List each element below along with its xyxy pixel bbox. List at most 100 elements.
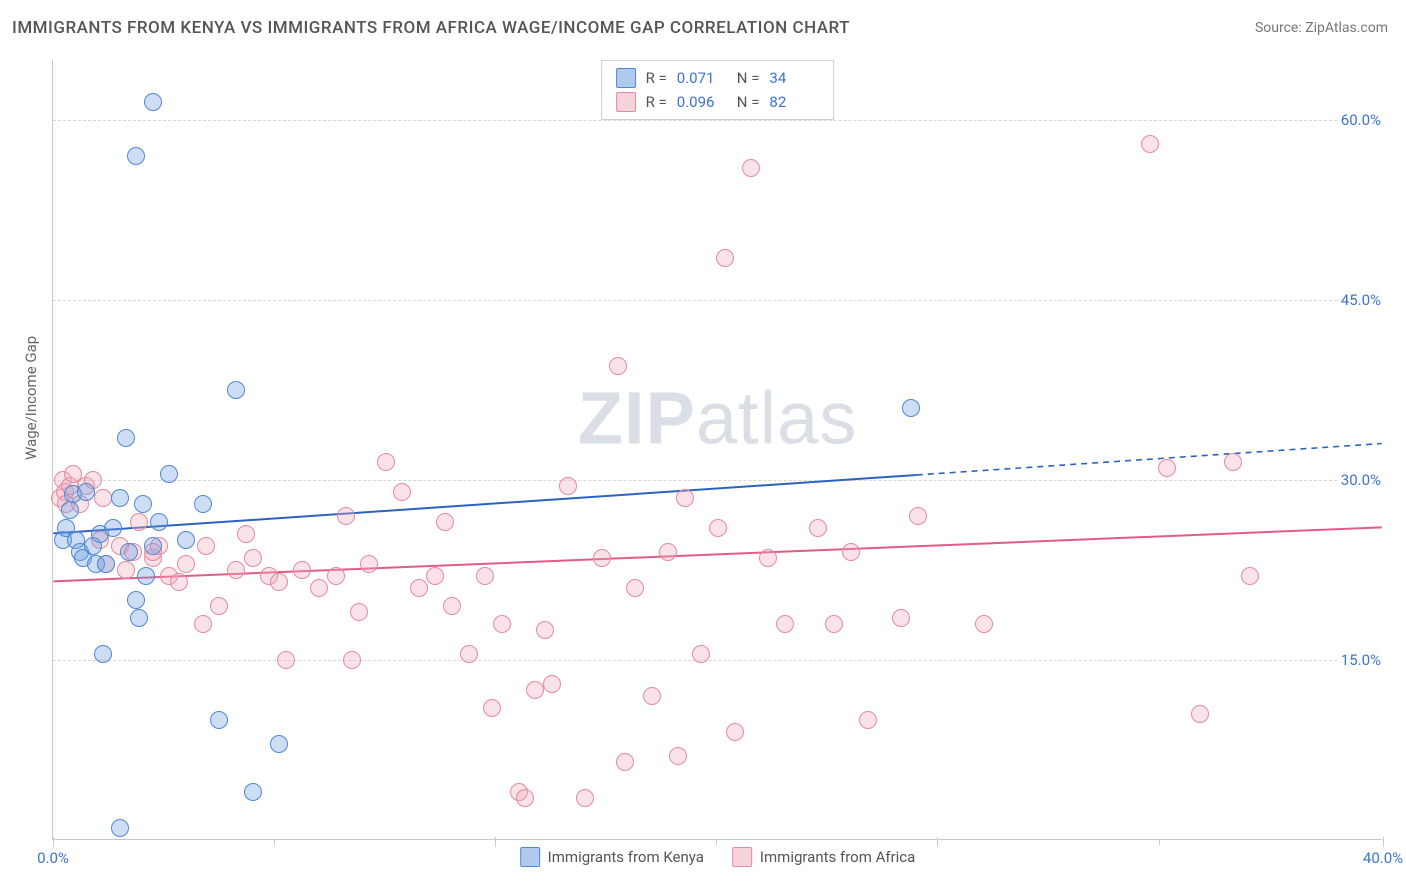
scatter-point-kenya xyxy=(210,711,228,729)
scatter-point-kenya xyxy=(127,591,145,609)
scatter-point-kenya xyxy=(150,513,168,531)
scatter-point-africa xyxy=(543,675,561,693)
scatter-point-africa xyxy=(716,249,734,267)
r-label: R = xyxy=(646,69,667,87)
y-tick-label: 45.0% xyxy=(1338,291,1384,309)
scatter-point-africa xyxy=(426,567,444,585)
legend-series: Immigrants from Kenya Immigrants from Af… xyxy=(520,847,916,867)
scatter-point-kenya xyxy=(77,483,95,501)
series-name-kenya: Immigrants from Kenya xyxy=(548,848,704,866)
swatch-africa xyxy=(732,847,752,867)
scatter-point-africa xyxy=(1191,705,1209,723)
scatter-point-africa xyxy=(360,555,378,573)
scatter-point-africa xyxy=(516,789,534,807)
scatter-point-africa xyxy=(692,645,710,663)
scatter-point-africa xyxy=(197,537,215,555)
scatter-point-africa xyxy=(210,597,228,615)
y-axis-label: Wage/Income Gap xyxy=(22,336,40,460)
legend-correlation: R = 0.071 N = 34 R = 0.096 N = 82 xyxy=(601,60,835,120)
scatter-point-africa xyxy=(593,549,611,567)
scatter-point-kenya xyxy=(120,543,138,561)
scatter-point-africa xyxy=(825,615,843,633)
n-value-kenya: 34 xyxy=(769,69,819,87)
scatter-point-africa xyxy=(350,603,368,621)
scatter-point-kenya xyxy=(137,567,155,585)
r-value-africa: 0.096 xyxy=(677,93,727,111)
x-minor-tick xyxy=(716,839,717,845)
scatter-point-africa xyxy=(609,357,627,375)
legend-item-africa: Immigrants from Africa xyxy=(732,847,915,867)
scatter-point-africa xyxy=(809,519,827,537)
scatter-point-kenya xyxy=(244,783,262,801)
scatter-point-africa xyxy=(742,159,760,177)
scatter-point-africa xyxy=(1224,453,1242,471)
scatter-point-africa xyxy=(643,687,661,705)
scatter-point-africa xyxy=(277,651,295,669)
scatter-point-africa xyxy=(536,621,554,639)
scatter-point-africa xyxy=(327,567,345,585)
scatter-point-kenya xyxy=(117,429,135,447)
legend-row-africa: R = 0.096 N = 82 xyxy=(616,90,820,114)
scatter-point-africa xyxy=(859,711,877,729)
x-tick-label: 40.0% xyxy=(1363,849,1403,867)
trend-line-kenya xyxy=(53,475,916,533)
n-value-africa: 82 xyxy=(769,93,819,111)
scatter-point-africa xyxy=(483,699,501,717)
scatter-point-africa xyxy=(526,681,544,699)
source-prefix: Source: xyxy=(1255,20,1305,36)
r-value-kenya: 0.071 xyxy=(677,69,727,87)
scatter-point-africa xyxy=(170,573,188,591)
legend-item-kenya: Immigrants from Kenya xyxy=(520,847,704,867)
x-tick xyxy=(1383,837,1384,847)
scatter-point-kenya xyxy=(97,555,115,573)
scatter-point-africa xyxy=(436,513,454,531)
n-label: N = xyxy=(737,69,760,87)
scatter-point-africa xyxy=(669,747,687,765)
swatch-kenya xyxy=(616,68,636,88)
scatter-point-africa xyxy=(726,723,744,741)
scatter-point-africa xyxy=(709,519,727,537)
scatter-point-africa xyxy=(676,489,694,507)
scatter-point-africa xyxy=(975,615,993,633)
scatter-point-kenya xyxy=(61,501,79,519)
series-name-africa: Immigrants from Africa xyxy=(760,848,915,866)
y-tick-label: 15.0% xyxy=(1338,651,1384,669)
scatter-point-africa xyxy=(776,615,794,633)
x-tick xyxy=(53,837,54,847)
scatter-point-africa xyxy=(759,549,777,567)
scatter-point-africa xyxy=(493,615,511,633)
scatter-point-africa xyxy=(377,453,395,471)
scatter-point-africa xyxy=(130,513,148,531)
scatter-point-africa xyxy=(443,597,461,615)
scatter-point-africa xyxy=(194,615,212,633)
scatter-point-africa xyxy=(410,579,428,597)
scatter-point-africa xyxy=(460,645,478,663)
x-minor-tick xyxy=(1159,839,1160,845)
scatter-point-kenya xyxy=(111,819,129,837)
scatter-point-africa xyxy=(310,579,328,597)
chart-title: IMMIGRANTS FROM KENYA VS IMMIGRANTS FROM… xyxy=(12,18,850,38)
scatter-point-africa xyxy=(393,483,411,501)
legend-row-kenya: R = 0.071 N = 34 xyxy=(616,66,820,90)
scatter-point-africa xyxy=(117,561,135,579)
scatter-point-africa xyxy=(909,507,927,525)
scatter-point-africa xyxy=(559,477,577,495)
trend-line-dashed-kenya xyxy=(917,444,1382,475)
r-label: R = xyxy=(646,93,667,111)
scatter-point-africa xyxy=(270,573,288,591)
y-tick-label: 30.0% xyxy=(1338,471,1384,489)
source-attribution: Source: ZipAtlas.com xyxy=(1255,20,1388,36)
swatch-africa xyxy=(616,92,636,112)
scatter-point-africa xyxy=(1158,459,1176,477)
n-label: N = xyxy=(737,93,760,111)
swatch-kenya xyxy=(520,847,540,867)
scatter-point-kenya xyxy=(160,465,178,483)
scatter-point-kenya xyxy=(127,147,145,165)
scatter-point-kenya xyxy=(104,519,122,537)
scatter-point-africa xyxy=(1141,135,1159,153)
scatter-point-africa xyxy=(1241,567,1259,585)
scatter-point-kenya xyxy=(270,735,288,753)
scatter-point-kenya xyxy=(144,93,162,111)
scatter-point-kenya xyxy=(144,537,162,555)
scatter-point-kenya xyxy=(130,609,148,627)
